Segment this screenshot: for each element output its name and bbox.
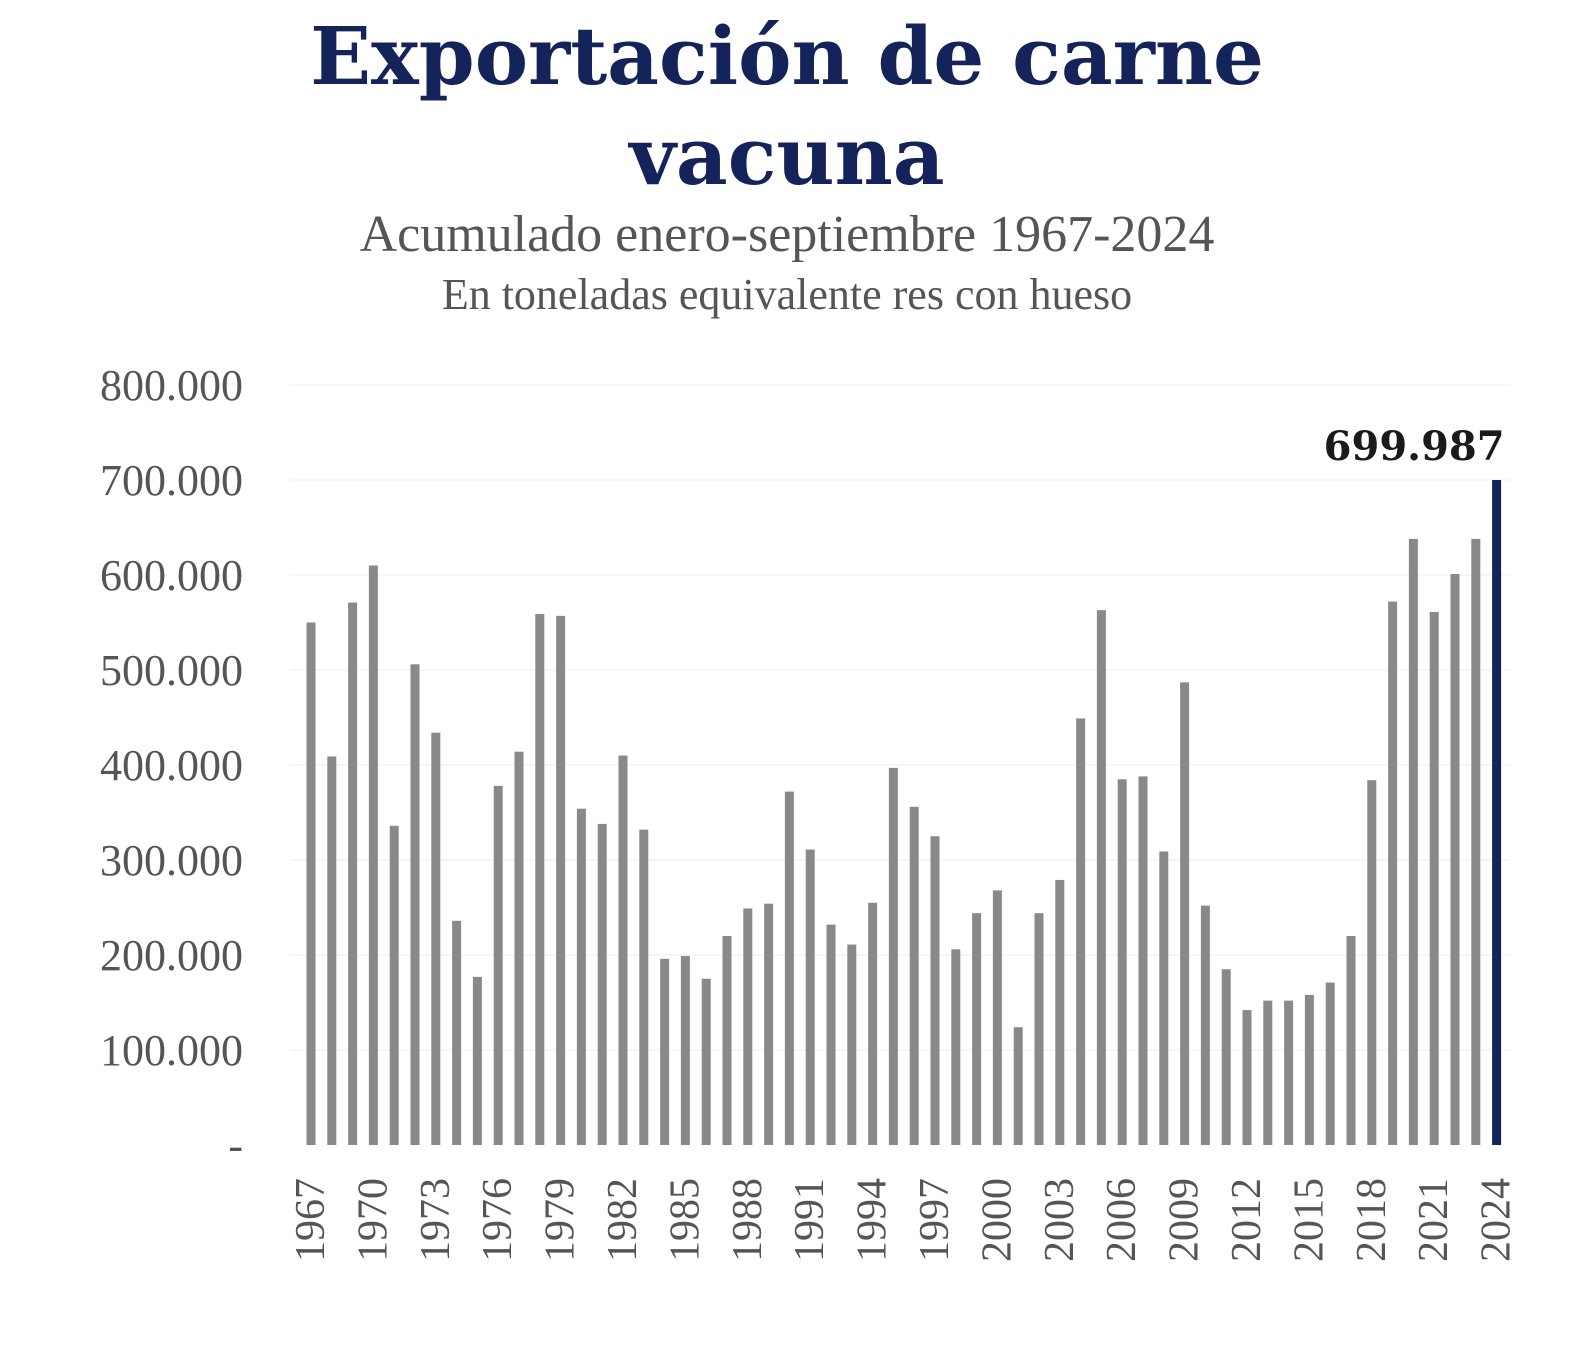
y-tick-label: 800.000 [100, 361, 243, 410]
bar-2007 [1138, 776, 1148, 1145]
y-tick-label: 600.000 [100, 551, 243, 600]
bar-1994 [868, 902, 878, 1145]
x-tick-label-1973: 1973 [413, 1178, 459, 1262]
bar-1986 [701, 978, 711, 1145]
bar-1984 [660, 958, 670, 1145]
bar-2000 [992, 890, 1002, 1145]
bar-2016 [1325, 982, 1335, 1145]
bar-1985 [680, 955, 690, 1145]
y-tick-label: 100.000 [100, 1026, 243, 1075]
bar-2013 [1263, 1000, 1273, 1145]
bar-2019 [1388, 601, 1398, 1145]
chart-unit-label: En toneladas equivalente res con hueso [441, 270, 1133, 319]
bar-1982 [618, 755, 628, 1145]
bar-1990 [784, 791, 794, 1145]
x-tick-label-1985: 1985 [662, 1178, 708, 1262]
x-tick-label-2006: 2006 [1099, 1178, 1145, 1262]
bar-1978 [535, 613, 545, 1145]
bar-2003 [1055, 879, 1065, 1145]
x-tick-label-2024: 2024 [1474, 1178, 1520, 1262]
bar-2002 [1034, 913, 1044, 1145]
bar-1973 [431, 732, 441, 1145]
bar-2010 [1200, 905, 1210, 1145]
x-tick-label-2012: 2012 [1224, 1178, 1270, 1262]
bar-1988 [743, 908, 753, 1145]
bar-2004 [1076, 718, 1086, 1145]
bar-2012 [1242, 1010, 1252, 1145]
bar-1989 [764, 903, 774, 1145]
bar-1967 [306, 622, 316, 1145]
x-tick-label-1991: 1991 [787, 1178, 833, 1262]
x-tick-label-2003: 2003 [1037, 1178, 1083, 1262]
y-tick-label: - [228, 1121, 243, 1170]
bar-1970 [368, 565, 378, 1145]
bar-1996 [909, 806, 919, 1145]
bar-2014 [1284, 1000, 1294, 1145]
chart-title-line-1: Exportación de carne [310, 9, 1264, 103]
bar-1998 [951, 949, 961, 1145]
bar-2017 [1346, 936, 1356, 1145]
bar-1975 [472, 976, 482, 1145]
bar-1977 [514, 751, 524, 1145]
bar-1980 [576, 808, 586, 1145]
x-tick-label-1988: 1988 [725, 1178, 771, 1262]
x-tick-label-1976: 1976 [475, 1178, 521, 1262]
bar-1969 [348, 602, 358, 1145]
bar-1971 [389, 825, 399, 1145]
chart-subtitle: Acumulado enero-septiembre 1967-2024 [359, 206, 1215, 263]
bar-1992 [826, 924, 836, 1145]
bar-1968 [327, 756, 337, 1145]
x-tick-label-2009: 2009 [1162, 1178, 1208, 1262]
x-tick-label-1967: 1967 [288, 1178, 334, 1262]
y-tick-label: 400.000 [100, 741, 243, 790]
bar-1999 [972, 913, 982, 1145]
bar-2001 [1013, 1027, 1023, 1145]
x-tick-label-2015: 2015 [1286, 1178, 1332, 1262]
bar-1972 [410, 664, 420, 1145]
bar-2011 [1221, 969, 1231, 1145]
bar-1997 [930, 836, 940, 1145]
highlight-data-label: 699.987 [1324, 423, 1505, 470]
bar-2024 [1492, 480, 1502, 1146]
bar-1995 [888, 767, 898, 1145]
chart-title-line-2: vacuna [629, 109, 945, 203]
x-tick-label-1970: 1970 [350, 1178, 396, 1262]
bar-2008 [1159, 851, 1169, 1145]
bar-1993 [847, 944, 857, 1145]
bar-2005 [1096, 610, 1106, 1145]
y-tick-label: 500.000 [100, 646, 243, 695]
x-tick-label-1979: 1979 [538, 1178, 584, 1262]
bar-2018 [1367, 780, 1377, 1145]
bar-1979 [556, 615, 566, 1145]
x-tick-label-1982: 1982 [600, 1178, 646, 1262]
bar-2022 [1450, 574, 1460, 1145]
y-tick-label: 300.000 [100, 836, 243, 885]
y-tick-label: 200.000 [100, 931, 243, 980]
bar-1983 [639, 829, 649, 1145]
bar-1987 [722, 936, 732, 1145]
x-tick-label-2021: 2021 [1411, 1178, 1457, 1262]
bar-2021 [1429, 612, 1439, 1145]
x-tick-label-2000: 2000 [974, 1178, 1020, 1262]
bar-1974 [452, 920, 462, 1145]
chart-title: Exportación de carne vacuna [0, 6, 1574, 206]
bar-1991 [805, 849, 815, 1145]
bar-2009 [1180, 682, 1190, 1145]
bar-1976 [493, 785, 503, 1145]
bar-2006 [1117, 779, 1127, 1145]
bar-2020 [1408, 538, 1418, 1145]
x-tick-label-1994: 1994 [850, 1178, 896, 1262]
bar-1981 [597, 823, 607, 1145]
bar-2023 [1471, 538, 1481, 1145]
y-tick-label: 700.000 [100, 456, 243, 505]
x-tick-label-2018: 2018 [1349, 1178, 1395, 1262]
x-tick-label-1997: 1997 [912, 1178, 958, 1262]
bar-2015 [1304, 994, 1314, 1145]
